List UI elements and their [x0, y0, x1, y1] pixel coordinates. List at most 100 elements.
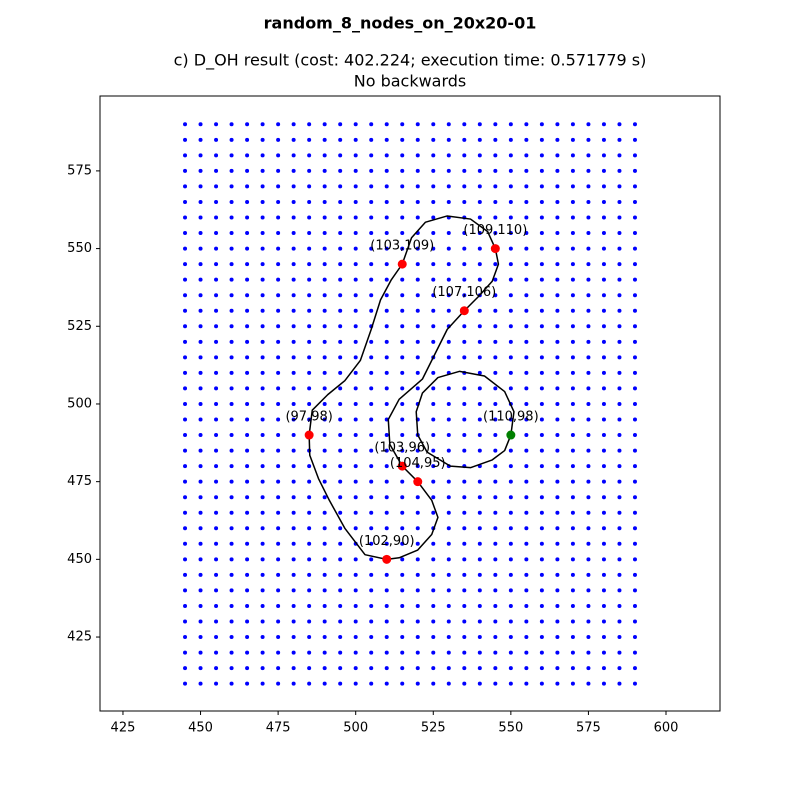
y-tick-label: 525 — [67, 319, 92, 334]
grid-point — [555, 681, 560, 686]
grid-point — [183, 184, 188, 189]
grid-point — [415, 666, 420, 671]
grid-point — [307, 619, 312, 624]
grid-point — [322, 199, 327, 204]
grid-point — [632, 541, 637, 546]
grid-point — [400, 401, 405, 406]
grid-point — [446, 635, 451, 640]
grid-point — [493, 168, 498, 173]
grid-point — [183, 433, 188, 438]
grid-point — [415, 464, 420, 469]
grid-point — [617, 122, 622, 127]
grid-point — [462, 122, 467, 127]
x-tick-label: 600 — [654, 721, 679, 736]
node-label: (104,95) — [390, 456, 446, 471]
grid-point — [369, 137, 374, 142]
grid-point — [617, 199, 622, 204]
grid-point — [524, 510, 529, 515]
grid-point — [369, 495, 374, 500]
grid-point — [508, 137, 513, 142]
grid-point — [369, 635, 374, 640]
grid-point — [555, 262, 560, 267]
grid-point — [617, 355, 622, 360]
grid-point — [322, 293, 327, 298]
grid-point — [539, 246, 544, 251]
grid-point — [570, 153, 575, 158]
x-tick-label: 550 — [498, 721, 523, 736]
grid-point — [307, 479, 312, 484]
grid-point — [369, 650, 374, 655]
grid-point — [369, 184, 374, 189]
grid-point — [400, 370, 405, 375]
grid-point — [431, 650, 436, 655]
grid-point — [617, 370, 622, 375]
grid-point — [338, 386, 343, 391]
grid-point — [291, 557, 296, 562]
grid-point — [431, 557, 436, 562]
grid-point — [570, 137, 575, 142]
grid-point — [493, 541, 498, 546]
grid-point — [260, 510, 265, 515]
grid-point — [586, 339, 591, 344]
grid-point — [245, 199, 250, 204]
grid-point — [307, 324, 312, 329]
grid-point — [229, 588, 234, 593]
grid-point — [617, 603, 622, 608]
grid-point — [260, 433, 265, 438]
grid-point — [183, 122, 188, 127]
grid-point — [384, 635, 389, 640]
grid-point — [198, 681, 203, 686]
grid-point — [570, 557, 575, 562]
grid-point — [183, 635, 188, 640]
grid-point — [539, 231, 544, 236]
grid-point — [431, 153, 436, 158]
grid-point — [353, 526, 358, 531]
grid-point — [322, 479, 327, 484]
grid-point — [245, 464, 250, 469]
grid-point — [384, 293, 389, 298]
grid-point — [260, 572, 265, 577]
grid-point — [214, 448, 219, 453]
grid-point — [338, 308, 343, 313]
grid-point — [369, 433, 374, 438]
grid-point — [400, 246, 405, 251]
grid-point — [276, 619, 281, 624]
grid-point — [555, 619, 560, 624]
grid-point — [245, 277, 250, 282]
grid-point — [570, 417, 575, 422]
grid-point — [276, 137, 281, 142]
grid-point — [353, 386, 358, 391]
grid-point — [400, 122, 405, 127]
grid-point — [462, 137, 467, 142]
grid-point — [570, 619, 575, 624]
grid-point — [462, 199, 467, 204]
grid-point — [291, 168, 296, 173]
grid-point — [183, 231, 188, 236]
grid-point — [415, 588, 420, 593]
grid-point — [508, 681, 513, 686]
grid-point — [229, 199, 234, 204]
grid-point — [198, 246, 203, 251]
grid-point — [555, 666, 560, 671]
grid-point — [229, 122, 234, 127]
grid-point — [415, 324, 420, 329]
grid-point — [493, 650, 498, 655]
grid-point — [555, 215, 560, 220]
grid-point — [539, 277, 544, 282]
grid-point — [462, 479, 467, 484]
grid-point — [617, 308, 622, 313]
grid-point — [291, 448, 296, 453]
grid-point — [276, 215, 281, 220]
grid-point — [322, 153, 327, 158]
grid-point — [245, 153, 250, 158]
grid-point — [415, 603, 420, 608]
grid-point — [260, 277, 265, 282]
grid-point — [446, 479, 451, 484]
grid-point — [291, 619, 296, 624]
grid-point — [183, 619, 188, 624]
grid-point — [214, 386, 219, 391]
grid-point — [601, 572, 606, 577]
grid-point — [508, 386, 513, 391]
grid-point — [307, 231, 312, 236]
grid-point — [539, 666, 544, 671]
